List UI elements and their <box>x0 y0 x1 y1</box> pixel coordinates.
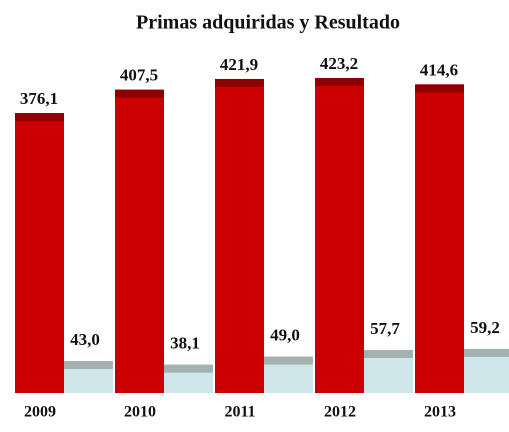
bar <box>163 364 213 393</box>
value-label: 376,1 <box>20 89 58 108</box>
bar <box>363 350 413 393</box>
bar <box>15 113 64 393</box>
value-label: 43,0 <box>70 330 100 349</box>
chart-title: Primas adquiridas y Resultado <box>136 12 400 34</box>
x-tick-label: 2013 <box>424 404 456 421</box>
value-label: 407,5 <box>120 66 158 85</box>
x-tick-label: 2012 <box>324 404 356 421</box>
bar <box>463 348 509 393</box>
value-label: 421,9 <box>220 55 258 74</box>
x-tick-label: 2009 <box>24 404 56 421</box>
value-label: 423,2 <box>320 54 358 73</box>
value-label: 49,0 <box>270 325 300 344</box>
value-label: 414,6 <box>420 60 458 79</box>
bar <box>215 78 264 394</box>
bar <box>115 89 164 393</box>
bar <box>415 84 464 393</box>
value-label: 38,1 <box>170 334 200 353</box>
value-label: 57,7 <box>370 319 400 338</box>
bar <box>263 356 313 393</box>
bar <box>63 360 113 393</box>
value-label: 59,2 <box>470 318 500 337</box>
x-tick-label: 2010 <box>124 404 156 421</box>
bar <box>315 78 364 393</box>
x-tick-label: 2011 <box>224 404 255 421</box>
